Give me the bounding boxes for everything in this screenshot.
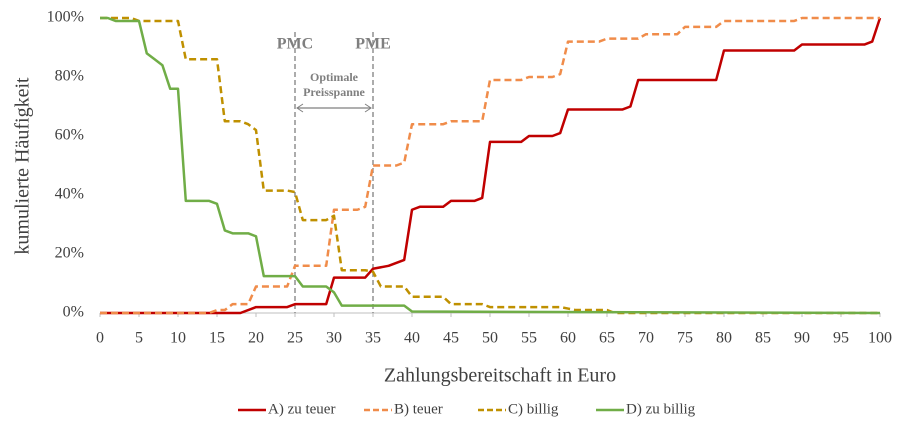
x-tick-label: 65 [599,330,615,347]
y-tick-label: 20% [55,245,84,262]
x-tick-label: 0 [96,330,104,347]
legend-label: B) teuer [394,401,443,417]
x-tick-label: 60 [560,330,576,347]
range-label: Preisspanne [303,85,365,99]
x-tick-label: 95 [833,330,849,347]
series-line [100,16,880,315]
y-axis-label: kumulierte Häufigkeit [12,77,34,255]
series-line [100,16,881,315]
range-arrowhead [296,103,304,113]
x-tick-label: 35 [365,330,381,347]
x-axis-label: Zahlungsbereitschaft in Euro [384,365,616,387]
x-tick-label: 55 [521,330,537,347]
series-line [100,17,882,315]
x-tick-label: 50 [482,330,498,347]
legend-label: D) zu billig [626,401,696,417]
y-tick-label: 0% [63,304,84,321]
y-tick-label: 40% [55,186,84,203]
x-tick-label: 100 [868,330,892,347]
legend-label: A) zu teuer [268,401,335,417]
y-tick-label: 80% [55,68,84,85]
annotation-label: PMC [277,36,313,53]
x-tick-label: 30 [326,330,342,347]
annotation-label: PME [355,36,391,53]
x-tick-label: 5 [135,330,143,347]
x-tick-label: 90 [794,330,810,347]
x-tick-label: 85 [755,330,771,347]
x-tick-label: 70 [638,330,654,347]
x-tick-label: 75 [677,330,693,347]
x-tick-label: 45 [443,330,459,347]
y-tick-label: 60% [55,127,84,144]
legend-label: C) billig [508,401,559,417]
series-line [100,16,880,315]
x-tick-label: 40 [404,330,420,347]
x-tick-label: 15 [209,330,225,347]
x-tick-label: 80 [716,330,732,347]
range-arrowhead [364,103,372,113]
x-tick-label: 10 [170,330,186,347]
y-tick-label: 100% [47,9,84,26]
x-tick-label: 20 [248,330,264,347]
range-label: Optimale [310,70,359,84]
x-tick-label: 25 [287,330,303,347]
